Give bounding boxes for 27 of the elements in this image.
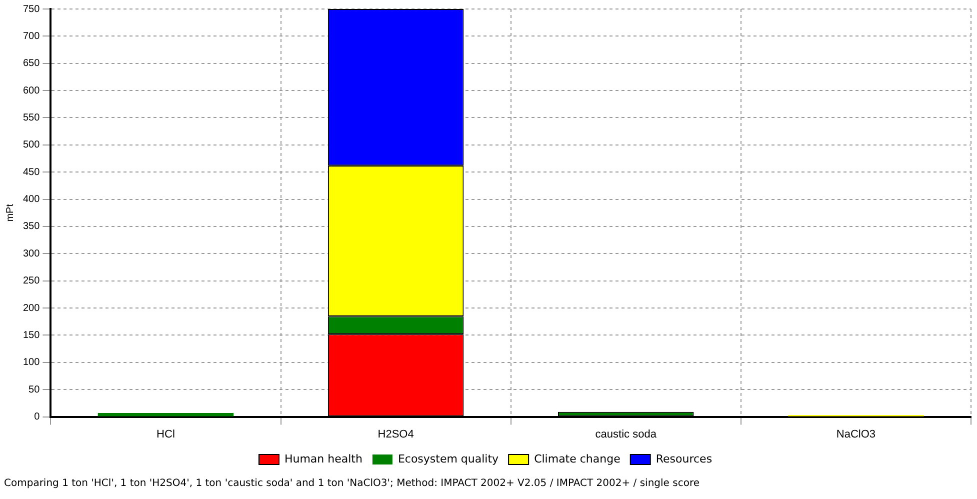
- y-tick-label: 450: [22, 166, 40, 178]
- y-tick-label: 750: [22, 4, 40, 15]
- y-tick-label: 250: [22, 276, 40, 287]
- y-tick-label: 500: [22, 140, 40, 151]
- x-tick-label: HCl: [156, 428, 175, 440]
- y-tick-label: 650: [22, 58, 40, 70]
- y-tick-label: 0: [34, 412, 40, 423]
- y-tick-label: 550: [22, 112, 40, 124]
- x-tick-label: caustic soda: [595, 428, 658, 440]
- y-tick-label: 400: [22, 194, 40, 206]
- y-tick-label: 100: [22, 357, 40, 368]
- legend-label: Climate change: [534, 452, 621, 466]
- legend-label: Human health: [284, 452, 362, 466]
- y-axis-title: mPt: [4, 204, 16, 222]
- x-tick-label: NaClO3: [836, 428, 876, 440]
- legend-label: Ecosystem quality: [398, 452, 500, 466]
- text: Comparing 1 ton 'HCl', 1 ton 'H2SO4', 1 ton 'caustic soda' and 1 ton 'NaClO3'; Method: IMPACT 2002+ V2.05 / IMPACT 2002+ / single score: [4, 478, 700, 489]
- y-tick-label: 350: [22, 221, 40, 232]
- y-tick-label: 200: [22, 302, 40, 314]
- y-tick-label: 700: [22, 30, 40, 42]
- y-tick-label: 600: [22, 85, 40, 96]
- x-tick-label: H2SO4: [378, 428, 414, 440]
- y-tick-label: 150: [22, 330, 40, 341]
- bar: [98, 412, 234, 416]
- y-tick-label: 300: [22, 248, 40, 260]
- legend-label: Resources: [656, 452, 712, 466]
- y-tick-label: 50: [28, 384, 40, 396]
